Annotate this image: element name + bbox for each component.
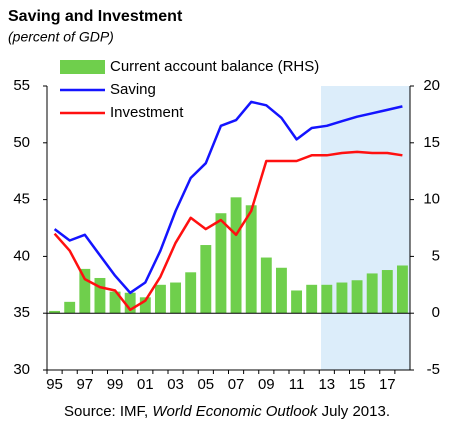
- y2-tick-label: 0: [432, 304, 440, 321]
- x-tick-label: 03: [167, 376, 184, 393]
- bar: [366, 273, 378, 314]
- bar: [185, 272, 197, 314]
- source-suffix: July 2013.: [317, 403, 390, 420]
- x-tick-label: 17: [379, 376, 396, 393]
- legend-entry: Investment: [60, 104, 184, 121]
- legend-entry: Saving: [60, 81, 156, 98]
- legend-swatch: [60, 60, 105, 74]
- bar: [230, 197, 242, 314]
- x-tick-label: 05: [197, 376, 214, 393]
- x-tick-label: 97: [76, 376, 93, 393]
- bar: [94, 277, 106, 314]
- y-tick-label: 50: [13, 134, 30, 151]
- bar: [351, 280, 363, 314]
- y2-tick-label: 10: [423, 191, 440, 208]
- y-tick-label: 40: [13, 247, 30, 264]
- line: [53, 100, 403, 295]
- y-tick-label: 55: [13, 77, 30, 94]
- bar: [79, 268, 91, 314]
- bar: [275, 267, 287, 314]
- bar: [260, 257, 272, 314]
- x-tick-label: 99: [107, 376, 124, 393]
- line: [53, 150, 403, 312]
- bar: [139, 297, 151, 314]
- projection-shade: [321, 86, 410, 370]
- y-tick-label: 30: [13, 361, 30, 378]
- bar: [396, 265, 408, 314]
- x-tick-label: 07: [228, 376, 245, 393]
- bar: [381, 270, 393, 314]
- bar: [336, 282, 348, 314]
- bar: [306, 284, 318, 314]
- x-tick-label: 15: [349, 376, 366, 393]
- source-title: World Economic Outlook: [152, 403, 319, 420]
- chart-title: Saving and Investment: [8, 8, 183, 25]
- bar: [49, 310, 61, 314]
- source-prefix: Source: IMF,: [64, 403, 152, 420]
- x-tick-label: 09: [258, 376, 275, 393]
- bar: [321, 284, 333, 314]
- y-tick-label: 35: [13, 304, 30, 321]
- bar: [215, 213, 227, 314]
- y2-tick-label: 5: [432, 247, 440, 264]
- chart-subtitle: (percent of GDP): [8, 29, 114, 45]
- legend-label: Saving: [110, 81, 156, 98]
- x-tick-label: 01: [137, 376, 154, 393]
- legend-label: Investment: [110, 104, 184, 121]
- bar: [245, 205, 257, 314]
- x-tick-label: 13: [318, 376, 335, 393]
- legend-label: Current account balance (RHS): [110, 58, 319, 75]
- x-tick-label: 11: [289, 376, 305, 393]
- source-note: Source: IMF, World Economic Outlook July…: [64, 403, 390, 420]
- bar: [154, 284, 166, 314]
- y2-tick-label: -5: [427, 361, 440, 378]
- y2-tick-label: 20: [423, 77, 440, 94]
- y2-tick-label: 15: [423, 134, 440, 151]
- bar: [291, 290, 303, 314]
- bar: [124, 292, 136, 314]
- bar: [200, 245, 212, 314]
- bar: [170, 282, 182, 314]
- bar: [64, 301, 76, 314]
- bar: [109, 291, 121, 314]
- x-tick-label: 95: [46, 376, 63, 393]
- y-tick-label: 45: [13, 191, 30, 208]
- legend-entry: Current account balance (RHS): [60, 58, 319, 75]
